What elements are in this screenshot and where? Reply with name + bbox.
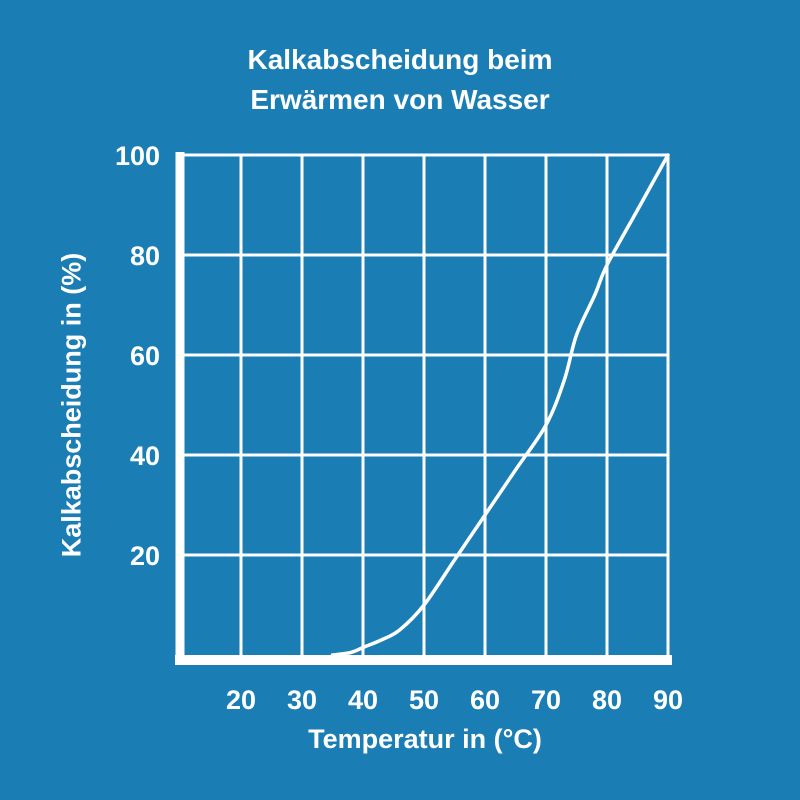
x-tick-label-70: 70 — [531, 685, 561, 715]
x-tick-label-30: 30 — [287, 685, 317, 715]
y-tick-label-20: 20 — [130, 541, 160, 571]
x-tick-label-60: 60 — [470, 685, 500, 715]
x-tick-label-90: 90 — [653, 685, 683, 715]
x-tick-label-20: 20 — [226, 685, 256, 715]
y-tick-label-60: 60 — [130, 341, 160, 371]
tick-labels: 20 30 40 50 60 70 80 90 20 40 60 80 100 — [115, 141, 683, 715]
axes — [175, 152, 672, 665]
y-tick-label-40: 40 — [130, 441, 160, 471]
y-tick-label-80: 80 — [130, 241, 160, 271]
x-tick-label-50: 50 — [409, 685, 439, 715]
series-line-0 — [330, 153, 670, 657]
x-tick-label-80: 80 — [592, 685, 622, 715]
grid-lines — [180, 153, 670, 655]
y-axis-label: Kalkabscheidung in (%) — [56, 252, 87, 558]
x-tick-label-40: 40 — [348, 685, 378, 715]
y-tick-label-100: 100 — [115, 141, 160, 171]
chart-title-line-2: Erwärmen von Wasser — [250, 84, 550, 115]
series-layer — [330, 153, 670, 657]
x-axis-label: Temperatur in (°C) — [308, 724, 542, 754]
chart-title-line-1: Kalkabscheidung beim — [247, 44, 553, 75]
